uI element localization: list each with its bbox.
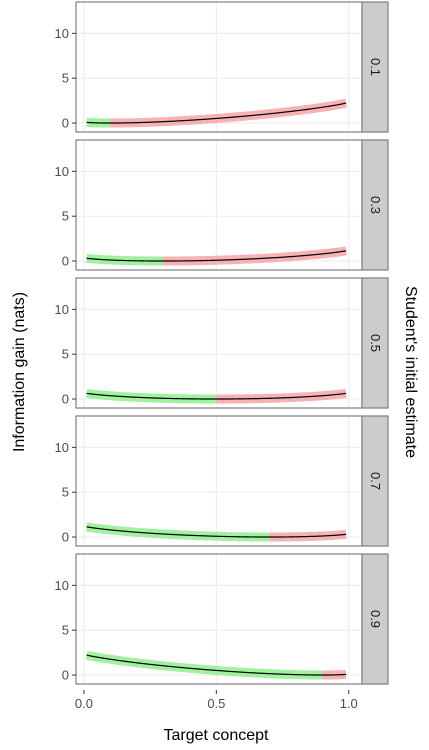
facet-strip	[361, 277, 389, 409]
y-tick-label: 0	[62, 530, 69, 545]
x-axis: 0.0 0.5 1.0	[75, 690, 358, 711]
information-gain-line	[86, 102, 347, 124]
panel-background	[76, 278, 362, 408]
y-tick-label: 5	[62, 347, 69, 362]
y-tick-label: 5	[62, 71, 69, 86]
x-axis-title: Target concept	[164, 727, 270, 744]
y-tick-label: 10	[55, 302, 69, 317]
facet-strip-label: 0.7	[368, 472, 383, 490]
y-tick-label: 5	[62, 485, 69, 500]
information-gain-line	[86, 526, 347, 538]
facet-title: Student's initial estimate	[402, 286, 419, 458]
facet-strip-label: 0.1	[368, 58, 383, 76]
y-tick-label: 10	[55, 440, 69, 455]
panel-background	[76, 416, 362, 546]
x-tick-label: 0.5	[207, 696, 225, 711]
facet-strip-label: 0.3	[368, 196, 383, 214]
facet-strip-label: 0.9	[368, 610, 383, 628]
y-tick-label: 10	[55, 164, 69, 179]
y-tick-label: 0	[62, 392, 69, 407]
information-gain-line	[86, 250, 347, 262]
x-tick-label: 0.0	[75, 696, 93, 711]
panel-3: 0.7 0 5 10	[55, 415, 389, 547]
panel-background	[76, 2, 362, 132]
panel-4: 0.9 0 5 10	[55, 553, 389, 685]
information-gain-line	[86, 392, 347, 400]
facet-strip	[361, 1, 389, 133]
facet-strip-label: 0.5	[368, 334, 383, 352]
facet-strip	[361, 415, 389, 547]
information-gain-line	[86, 654, 347, 676]
y-tick-label: 10	[55, 26, 69, 41]
facet-strip	[361, 139, 389, 271]
y-tick-label: 5	[62, 623, 69, 638]
panel-1: 0.3 0 5 10	[55, 139, 389, 271]
y-tick-label: 5	[62, 209, 69, 224]
y-tick-label: 0	[62, 254, 69, 269]
y-tick-label: 10	[55, 578, 69, 593]
panel-background	[76, 140, 362, 270]
y-tick-label: 0	[62, 116, 69, 131]
panel-0: 0.1 0 5 10	[55, 1, 389, 133]
y-tick-label: 0	[62, 668, 69, 683]
y-axis-title: Information gain (nats)	[11, 292, 28, 452]
facet-strip	[361, 553, 389, 685]
panel-2: 0.5 0 5 10	[55, 277, 389, 409]
x-tick-label: 1.0	[340, 696, 358, 711]
